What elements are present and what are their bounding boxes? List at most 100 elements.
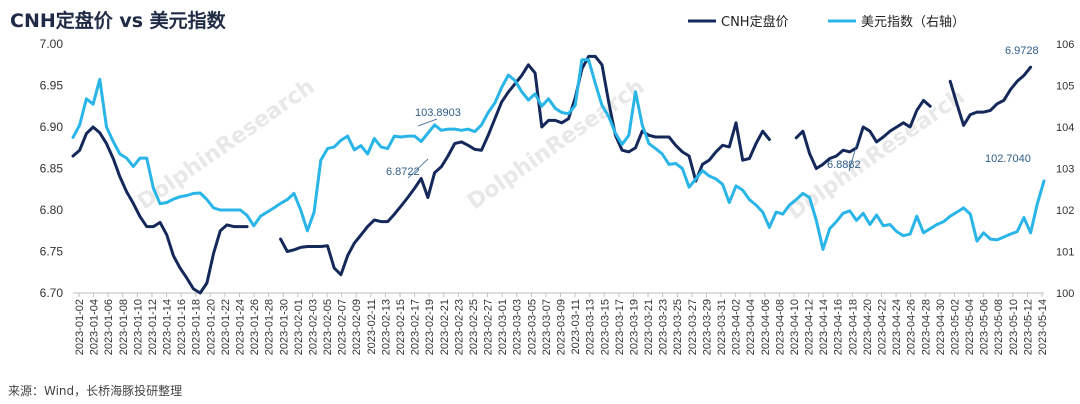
x-tick-label: 2023-03-11 [570,299,582,354]
x-tick-label: 2023-04-24 [891,299,903,355]
source-note: 来源：Wind，长桥海豚投研整理 [8,383,182,398]
y-right-tick-label: 104 [1056,122,1074,134]
data-label: 102.7040 [985,153,1031,165]
x-tick-label: 2023-04-28 [920,299,932,355]
x-tick-label: 2023-01-28 [264,299,276,355]
x-tick-label: 2023-03-05 [526,299,538,355]
legend-label-cnh: CNH定盘价 [721,14,789,30]
y-right-tick-label: 103 [1056,164,1074,176]
x-tick-label: 2023-02-09 [351,299,363,355]
x-tick-label: 2023-05-02 [949,299,961,355]
y-right-tick-label: 101 [1056,247,1074,259]
x-tick-label: 2023-01-12 [147,299,159,355]
x-tick-label: 2023-02-21 [439,299,451,355]
x-tick-label: 2023-01-20 [205,299,217,355]
annotation-leader [407,158,429,179]
x-tick-label: 2023-02-17 [410,299,422,355]
x-tick-label: 2023-04-10 [789,299,801,355]
x-tick-label: 2023-05-10 [1008,299,1020,355]
x-tick-label: 2023-01-26 [249,299,261,355]
x-tick-label: 2023-03-09 [556,299,568,355]
x-tick-label: 2023-04-22 [877,299,889,355]
legend: CNH定盘价 美元指数（右轴） [688,14,965,30]
x-tick-label: 2023-02-11 [366,299,378,354]
annotation-leader [848,139,859,172]
x-tick-label: 2023-03-07 [541,299,553,355]
x-tick-label: 2023-05-04 [964,299,976,355]
x-tick-label: 2023-03-29 [701,299,713,355]
y-axis-left: 7.00 6.95 6.90 6.85 6.80 6.75 6.70 [40,37,64,300]
x-tick-label: 2023-02-15 [395,299,407,355]
x-tick-label: 2023-01-08 [118,299,130,355]
x-tick-label: 2023-01-24 [235,299,247,355]
x-tick-label: 2023-01-10 [132,299,144,355]
x-tick-label: 2023-04-30 [935,299,947,355]
x-tick-label: 2023-02-03 [307,299,319,355]
x-tick-label: 2023-04-26 [906,299,918,355]
x-tick-label: 2023-01-22 [220,299,232,355]
x-tick-label: 2023-03-19 [628,299,640,355]
annotation-leader [417,118,438,127]
x-tick-label: 2023-03-15 [599,299,611,355]
x-tick-label: 2023-05-14 [1037,299,1049,355]
x-tick-label: 2023-05-06 [979,299,991,355]
x-tick-label: 2023-02-07 [337,299,349,355]
x-tick-label: 2023-03-21 [643,299,655,355]
y-left-tick-label: 6.75 [40,245,64,259]
x-tick-label: 2023-01-18 [191,299,203,355]
x-tick-label: 2023-05-08 [993,299,1005,355]
x-tick-label: 2023-04-02 [731,299,743,355]
x-tick-label: 2023-04-04 [745,299,757,355]
x-tick-label: 2023-04-16 [833,299,845,355]
x-tick-label: 2023-02-25 [468,299,480,355]
x-tick-label: 2023-02-23 [453,299,465,355]
x-tick-label: 2023-04-14 [818,299,830,355]
series-line-cnh [71,54,1033,295]
y-right-tick-label: 105 [1056,81,1074,93]
x-tick-label: 2023-02-19 [424,299,436,355]
data-label: 103.8903 [415,107,461,119]
chart-title: CNH定盘价 vs 美元指数 [10,9,227,32]
x-tick-label: 2023-02-01 [293,299,305,355]
x-tick-label: 2023-01-16 [176,299,188,355]
annotation-layer: 103.8903 6.8722 6.8882 102.7040 6.9728 [386,45,1039,179]
y-right-tick-label: 100 [1056,288,1074,300]
x-tick-label: 2023-03-01 [497,299,509,355]
x-tick-label: 2023-03-27 [687,299,699,355]
x-tick-label: 2023-01-02 [74,299,86,355]
x-axis: 2023-01-02 2023-01-04 2023-01-06 2023-01-08… [74,293,1049,355]
x-tick-label: 2023-04-08 [774,299,786,355]
x-tick-label: 2023-04-12 [804,299,816,355]
x-tick-label: 2023-02-05 [322,299,334,355]
x-tick-label: 2023-04-06 [760,299,772,355]
y-left-tick-label: 6.90 [40,120,64,134]
x-tick-label: 2023-03-23 [658,299,670,355]
x-tick-label: 2023-04-20 [862,299,874,355]
x-tick-label: 2023-02-27 [483,299,495,355]
x-tick-label: 2023-03-17 [614,299,626,355]
y-axis-right: 106 105 104 103 102 101 100 [1056,39,1074,300]
x-tick-label: 2023-02-13 [380,299,392,355]
data-label: 6.8722 [386,166,420,178]
x-tick-label: 2023-03-13 [585,299,597,355]
series-layer [71,54,1046,295]
y-right-tick-label: 102 [1056,205,1074,217]
x-tick-label: 2023-03-31 [716,299,728,355]
x-tick-label: 2023-01-06 [103,299,115,355]
x-tick-label: 2023-03-03 [512,299,524,355]
y-left-tick-label: 6.95 [40,79,64,93]
y-left-tick-label: 6.85 [40,162,64,176]
x-tick-label: 2023-04-18 [847,299,859,355]
data-label: 6.9728 [1005,45,1039,57]
legend-label-dxy: 美元指数（右轴） [861,15,965,30]
x-tick-label: 2023-03-25 [672,299,684,355]
series-line-dxy [71,58,1046,251]
x-tick-label: 2023-01-30 [278,299,290,355]
data-label: 6.8882 [827,159,861,171]
x-tick-label: 2023-01-14 [162,299,174,355]
y-left-tick-label: 7.00 [40,37,64,51]
y-left-tick-label: 6.70 [40,286,64,300]
x-tick-label: 2023-01-04 [89,299,101,355]
y-right-tick-label: 106 [1056,39,1074,51]
